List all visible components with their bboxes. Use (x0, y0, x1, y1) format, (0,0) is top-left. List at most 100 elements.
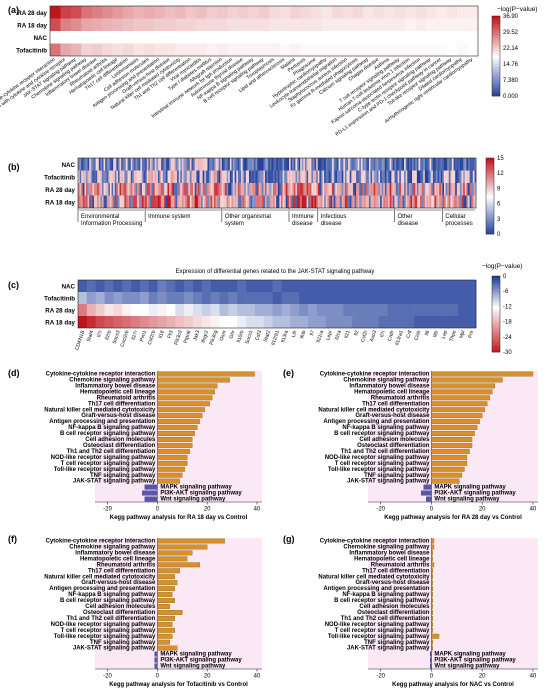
panel-b-cell (257, 183, 259, 196)
panel-a-cell (237, 6, 249, 19)
panel-c-cell (237, 280, 247, 292)
panel-b-cell (193, 170, 195, 183)
panel-b-cell (226, 195, 229, 208)
panel-a-cell (321, 6, 333, 19)
bar-panel-pathway-label: Osteoclast differentiation (357, 443, 430, 449)
panel-a-cell (123, 6, 134, 19)
panel-c-cell (139, 280, 150, 292)
panel-c-colorbar-step (492, 334, 500, 338)
panel-b-cell (217, 158, 219, 171)
panel-b-cell (210, 195, 213, 208)
panel-c-cell (95, 304, 105, 316)
panel-a-cell (425, 6, 437, 19)
panel-b-cell (81, 183, 84, 196)
panel-b-cell (180, 183, 183, 196)
panel-b-cell (186, 170, 189, 183)
panel-b-cell (324, 170, 327, 183)
bar-panel-pathway-label: NOD-like receptor signaling pathway (51, 622, 156, 628)
panel-b-cell (317, 195, 320, 208)
panel-b-cell (244, 183, 247, 196)
panel-b-cell (362, 158, 365, 171)
panel-b-cell (421, 195, 424, 208)
bar-panel-pathway-label: PI3K-AKT signaling pathway (434, 658, 516, 664)
panel-b-cell (450, 195, 453, 208)
panel-b-cell (396, 170, 398, 183)
panel-b-cell (437, 195, 440, 208)
panel-b-cell (109, 195, 112, 208)
panel-a-cell (91, 43, 103, 56)
panel-b-cell (354, 183, 357, 196)
panel-a-colorbar-step (492, 72, 500, 75)
bar-panel-tick-label: 40 (254, 674, 261, 680)
panel-b-cell (469, 183, 472, 196)
bar-panel-pathway-label: Rheumatoid arthritis (371, 395, 430, 401)
panel-b-colorbar-step (486, 175, 494, 178)
panel-b-cell (434, 183, 437, 196)
panel-c-gene-label: Socs3 (112, 330, 122, 345)
panel-b-cell (368, 195, 371, 208)
panel-c-cell (219, 304, 229, 316)
panel-b-cell (303, 170, 306, 183)
panel-b-cell (368, 170, 371, 183)
panel-b-cell (148, 195, 151, 208)
bar-panel-pathway-label: TNF signaling pathway (90, 640, 156, 646)
panel-b-cell (432, 183, 435, 196)
panel-b-cell (157, 158, 160, 171)
panel-b-cell (468, 195, 470, 208)
panel-b-cell (129, 183, 132, 196)
panel-b-cell (311, 183, 314, 196)
panel-b-cell (250, 195, 253, 208)
panel-b-cell (431, 183, 434, 196)
panel-b-cell (311, 158, 314, 171)
panel-a-cell (102, 18, 113, 31)
panel-b-cell (282, 158, 285, 171)
panel-c-cell (387, 280, 397, 292)
panel-label-c: (c) (8, 280, 19, 290)
bar-panel-pathway-label: Antigen processing and presentation (49, 419, 155, 425)
panel-b-cell (141, 183, 144, 196)
panel-b-cell (84, 195, 87, 208)
panel-c-gene-label: Crlf (405, 329, 413, 339)
panel-b-cell (273, 158, 275, 171)
panel-b-cell (241, 170, 243, 183)
panel-c-cell (281, 292, 291, 304)
panel-c-cell (246, 304, 256, 316)
panel-b-cell (448, 170, 451, 183)
panel-b-cell (191, 158, 194, 171)
bar-panel-pathway-label: Rheumatoid arthritis (97, 395, 156, 401)
panel-b-cell (85, 170, 88, 183)
panel-b-cell (407, 183, 410, 196)
panel-b-cell (257, 195, 259, 208)
panel-a-cell (425, 43, 437, 56)
panel-c-gene-label: Lifr (291, 329, 299, 338)
panel-b-cell (335, 183, 338, 196)
panel-b-cell (360, 183, 363, 196)
panel-a-cell (384, 31, 395, 44)
bar-panel-pathway-label: Th1 and Th2 cell differentiation (341, 449, 430, 455)
panel-b-cell (245, 158, 248, 171)
panel-c-cell (246, 280, 256, 292)
panel-b-cell (434, 195, 437, 208)
panel-c-cell (86, 292, 96, 304)
panel-b-cell (368, 158, 371, 171)
panel-b-cell (173, 195, 176, 208)
panel-c-cell (361, 292, 371, 304)
panel-a-colorbar-step (492, 94, 500, 97)
panel-b-cell (175, 183, 178, 196)
panel-c-cell (272, 316, 282, 328)
panel-c-cell (95, 280, 105, 292)
bar-panel-pathway-label: MAPK signaling pathway (160, 485, 232, 491)
panel-b-colorbar-step (486, 167, 494, 170)
panel-b-cell (356, 195, 359, 208)
panel-b-cell (156, 170, 159, 183)
panel-b-cell (276, 158, 279, 171)
panel-b-cell (244, 195, 247, 208)
panel-b-cell (105, 170, 108, 183)
bar-panel-pathway-label: NOD-like receptor signaling pathway (325, 455, 430, 461)
panel-b-cell (461, 183, 464, 196)
panel-a-cell (175, 6, 187, 19)
panel-b-cell (169, 183, 172, 196)
panel-a-cell (290, 43, 301, 56)
panel-b-cell (392, 170, 395, 183)
panel-b-cell (119, 158, 122, 171)
